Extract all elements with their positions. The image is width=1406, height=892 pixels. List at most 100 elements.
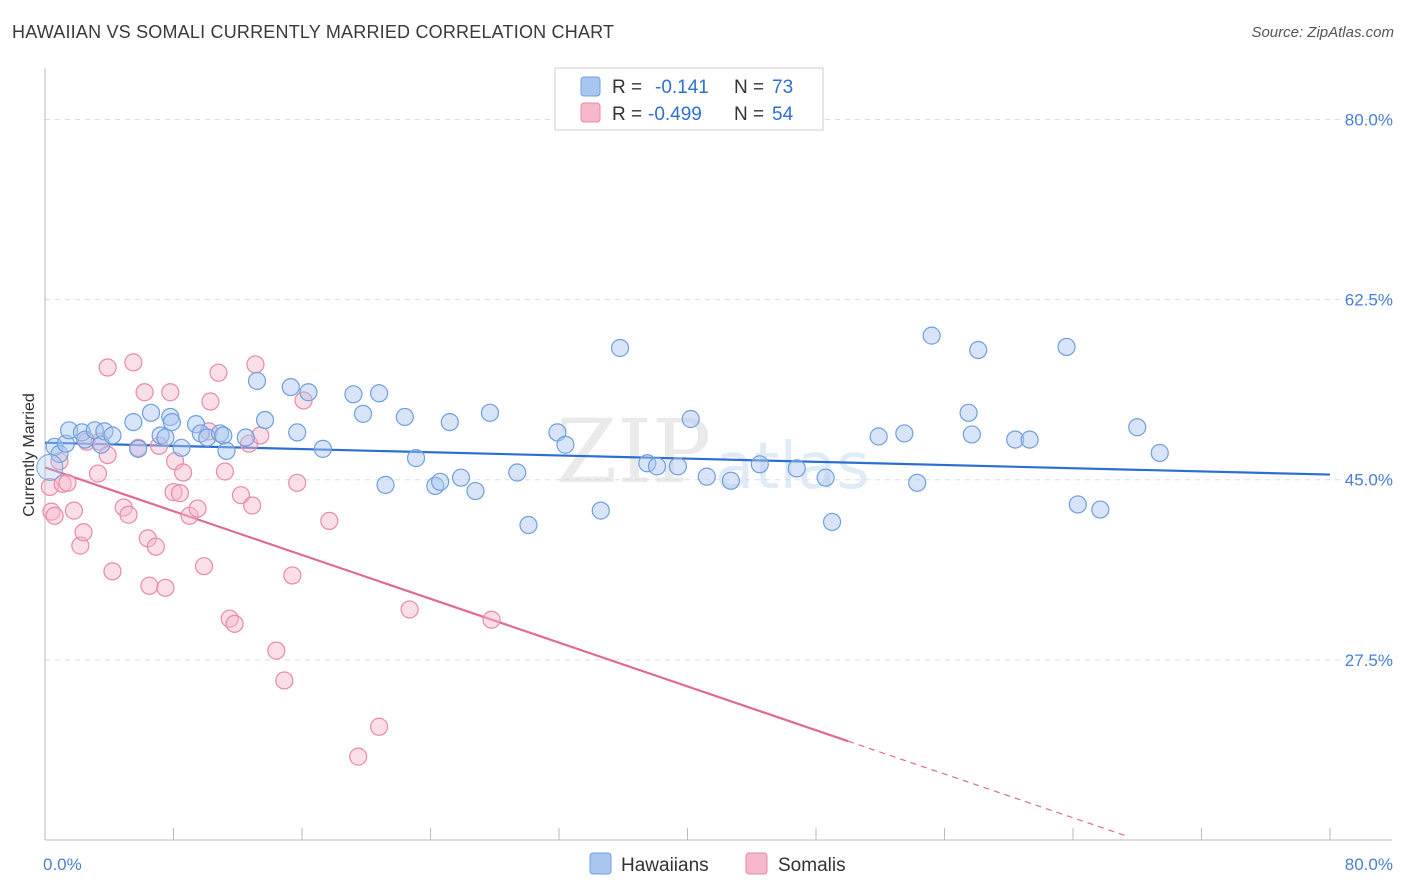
somalis-trend-extension (847, 740, 1130, 838)
hawaiians-point-68 (1057, 337, 1076, 357)
legend-somalis-swatch (745, 852, 768, 875)
trend-lines (44, 441, 1331, 838)
hawaiians-point-23 (217, 441, 236, 461)
somalis-point-35 (209, 363, 228, 382)
hawaiians-point-44 (519, 515, 538, 535)
hawaiians-point-60 (895, 424, 914, 443)
watermark-zip: ZIP (556, 400, 711, 503)
hawaiians-point-cluster (36, 453, 64, 481)
somalis-point-37 (220, 609, 239, 628)
hawaiians-point-52 (681, 409, 700, 429)
somalis-point-7 (71, 536, 90, 555)
stats-legend: R = -0.141 N = 73 R = -0.499 N = 54 (554, 67, 824, 131)
hawaiians-trend-line (44, 441, 1331, 476)
y-tick-labels: 27.5% 45.0% 62.5% 80.0% (1345, 110, 1393, 669)
hawaiians-point-39 (440, 412, 459, 432)
hawaiians-point-41 (466, 481, 485, 501)
legend-n-label-2: N = (734, 104, 764, 125)
hawaiians-point-53 (697, 467, 716, 486)
hawaiians-point-51 (668, 457, 687, 476)
hawaiians-point-65 (969, 340, 988, 360)
somalis-point-22 (146, 537, 165, 556)
hawaiians-point-28 (288, 423, 307, 442)
hawaiians-point-33 (370, 384, 389, 403)
hawaiians-point-58 (822, 512, 842, 532)
somalis-point-8 (74, 523, 93, 542)
hawaiians-point-71 (1128, 418, 1147, 437)
y-tick-label-0: 27.5% (1345, 651, 1393, 670)
somalis-swatch (580, 102, 601, 123)
hawaiians-point-67 (1020, 430, 1039, 449)
legend-somalis-label: Somalis (778, 855, 846, 876)
somalis-points (40, 353, 501, 766)
hawaiians-point-21 (210, 424, 230, 443)
somalis-point-47 (288, 473, 307, 492)
somalis-point-12 (98, 358, 117, 377)
watermark: ZIP atlas (556, 400, 870, 504)
hawaiians-point-63 (959, 403, 978, 422)
somalis-point-2 (45, 506, 64, 525)
somalis-point-10 (88, 464, 108, 483)
hawaiians-point-43 (508, 463, 527, 482)
hawaiians-point-34 (376, 475, 395, 494)
hawaiians-point-66 (1006, 430, 1025, 449)
somalis-point-42 (246, 355, 265, 374)
hawaiians-point-29 (299, 383, 318, 402)
somalis-trend-line (44, 466, 849, 743)
somalis-point-45 (275, 671, 294, 690)
hawaiians-point-31 (344, 385, 363, 404)
hawaiians-point-49 (638, 454, 657, 473)
hawaiians-point-32 (353, 404, 373, 423)
hawaiians-point-59 (869, 427, 888, 446)
y-tick-label-3: 80.0% (1345, 110, 1393, 129)
legend-hawaiians-label: Hawaiians (621, 855, 709, 876)
hawaiians-point-57 (816, 468, 835, 487)
somalis-point-51 (370, 717, 389, 736)
somalis-point-52 (400, 600, 419, 619)
legend-r-value-1: -0.141 (655, 77, 709, 98)
x-tick-label-1: 80.0% (1345, 855, 1393, 874)
somalis-point-29 (174, 463, 193, 482)
y-tick-label-2: 62.5% (1345, 291, 1393, 310)
somalis-point-49 (320, 511, 339, 531)
somalis-point-3 (50, 452, 69, 471)
legend-n-value-1: 73 (772, 77, 793, 98)
hawaiians-point-61 (908, 473, 927, 492)
somalis-point-19 (135, 383, 154, 402)
hawaiians-point-69 (1068, 495, 1087, 514)
somalis-point-44 (267, 641, 286, 660)
hawaiians-point-46 (556, 435, 575, 454)
somalis-point-36 (215, 462, 234, 481)
hawaiians-swatch (580, 76, 601, 97)
somalis-point-38 (225, 614, 244, 633)
somalis-point-5 (58, 473, 77, 492)
somalis-point-32 (194, 557, 214, 576)
legend-r-value-2: -0.499 (648, 104, 702, 125)
legend-r-label-1: R = (612, 77, 642, 98)
somalis-point-46 (283, 566, 302, 585)
somalis-point-26 (164, 482, 183, 502)
hawaiians-point-42 (480, 403, 500, 422)
somalis-point-50 (349, 747, 368, 766)
hawaiians-point-24 (236, 428, 255, 447)
somalis-point-14 (103, 562, 122, 581)
somalis-point-13 (98, 445, 117, 465)
legend-r-label-2: R = (612, 104, 642, 125)
somalis-point-31 (188, 499, 207, 518)
watermark-atlas: atlas (715, 430, 870, 504)
hawaiians-point-11 (129, 439, 148, 458)
hawaiians-point-47 (591, 501, 610, 520)
somalis-point-24 (156, 578, 175, 597)
x-tick-labels: 0.0% 80.0% (43, 855, 1393, 874)
hawaiians-point-38 (431, 472, 450, 491)
hawaiians-point-18 (186, 415, 206, 434)
somalis-point-25 (161, 383, 180, 402)
somalis-point-6 (64, 501, 84, 520)
somalis-point-17 (124, 353, 143, 372)
hawaiians-point-12 (141, 403, 161, 422)
series-legend: Hawaiians Somalis (589, 852, 846, 876)
hawaiians-point-16 (162, 412, 181, 432)
x-ticks (44, 828, 1331, 840)
hawaiians-point-54 (721, 471, 740, 490)
